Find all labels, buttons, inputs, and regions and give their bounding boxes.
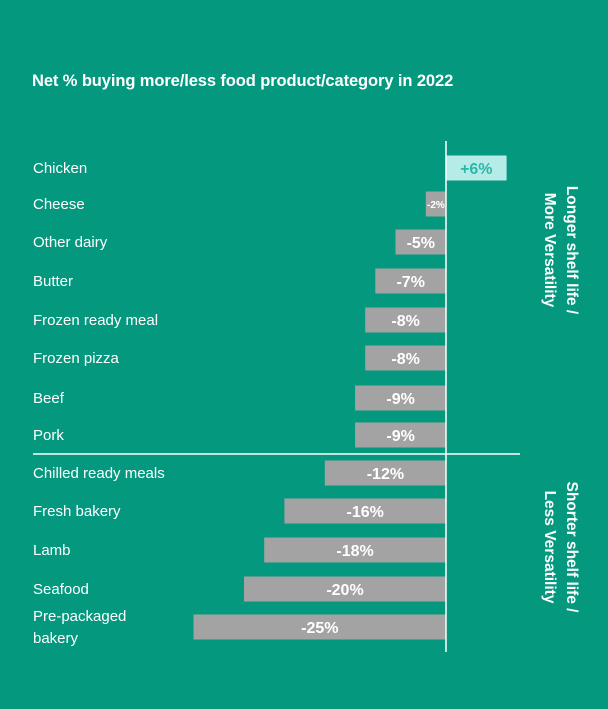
category-label-12: Pre-packaged bakery [33, 608, 126, 647]
category-label-1: Cheese [33, 196, 85, 213]
value-label-4: -8% [391, 313, 419, 330]
category-label-6: Beef [33, 390, 65, 407]
bar-2 [395, 229, 446, 255]
group-label-0-line-0: Longer shelf life / [563, 186, 580, 315]
value-label-5: -8% [391, 351, 419, 368]
bar-10 [264, 537, 446, 563]
bar-6 [355, 385, 446, 411]
category-label-4: Frozen ready meal [33, 312, 158, 329]
value-label-9: -16% [347, 504, 384, 521]
category-label-5: Frozen pizza [33, 350, 120, 367]
category-label-10: Lamb [33, 542, 71, 559]
category-label-7: Pork [33, 427, 64, 444]
value-label-10: -18% [336, 543, 373, 560]
category-label-8: Chilled ready meals [33, 465, 165, 482]
bar-11 [244, 576, 446, 602]
chart-title: Net % buying more/less food product/cate… [32, 72, 454, 90]
bar-9 [284, 498, 446, 524]
group-label-0-line-1: More Versatility [541, 193, 558, 308]
bar-0 [446, 155, 507, 181]
value-label-3: -7% [396, 274, 424, 291]
value-label-7: -9% [386, 428, 414, 445]
bar-8 [324, 460, 446, 486]
category-label-3: Butter [33, 273, 73, 290]
value-label-8: -12% [367, 466, 404, 483]
value-label-1: -2% [427, 200, 445, 211]
bar-5 [365, 345, 446, 371]
value-label-6: -9% [386, 391, 414, 408]
category-label-0: Chicken [33, 160, 87, 177]
bar-4 [365, 307, 446, 333]
bar-7 [355, 422, 446, 448]
value-label-11: -20% [326, 582, 363, 599]
bar-3 [375, 268, 446, 294]
bar-1 [425, 191, 446, 217]
category-label-2: Other dairy [33, 234, 108, 251]
bar-12 [193, 614, 446, 640]
category-label-9: Fresh bakery [33, 503, 121, 520]
group-label-1-line-1: Less Versatility [541, 491, 558, 604]
category-label-11: Seafood [33, 581, 89, 598]
value-label-0: +6% [460, 161, 492, 178]
value-label-2: -5% [407, 235, 435, 252]
value-label-12: -25% [301, 620, 338, 637]
group-label-1-line-0: Shorter shelf life / [563, 482, 580, 614]
